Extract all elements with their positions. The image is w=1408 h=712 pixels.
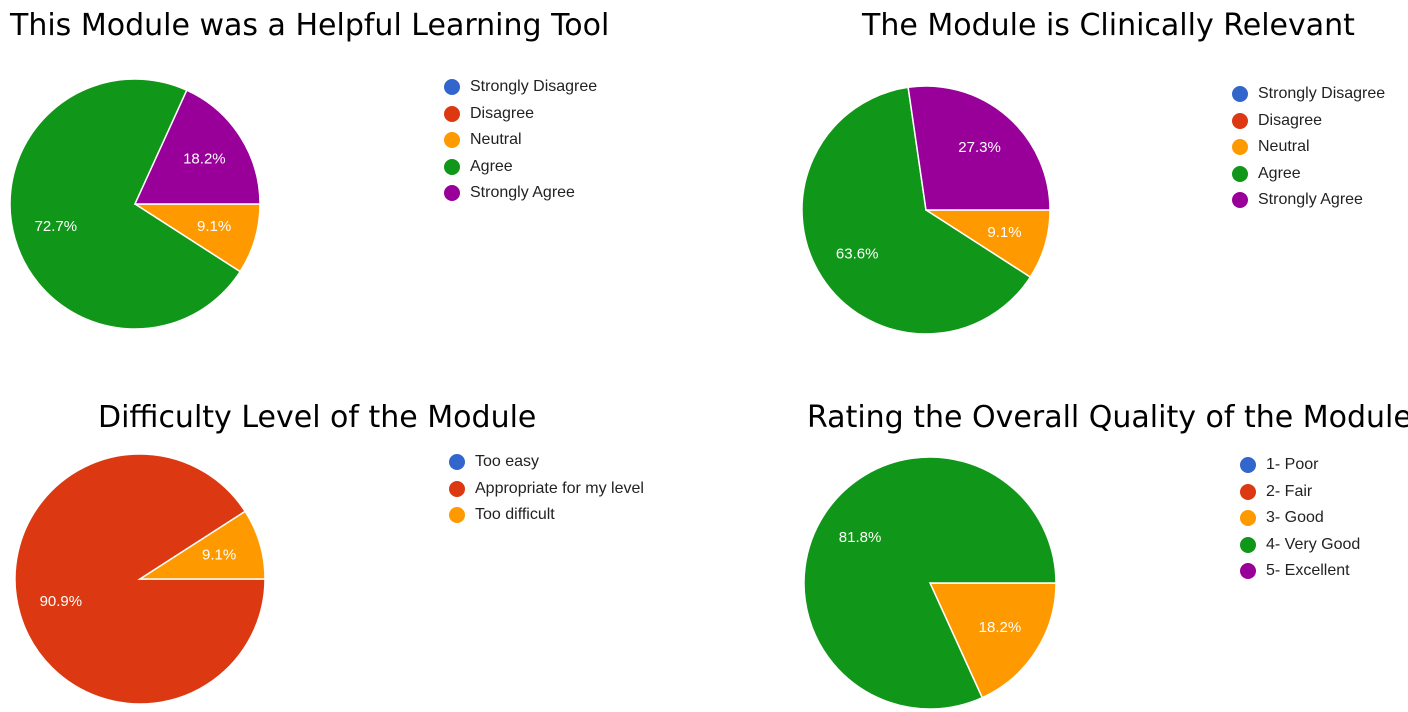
slice-label-agree: 72.7% xyxy=(35,218,78,235)
legend-swatch xyxy=(444,79,460,96)
legend-label: 4- Very Good xyxy=(1266,535,1361,553)
slice-label-agree: 63.6% xyxy=(836,245,879,262)
legend-item-5-excellent: 5- Excellent xyxy=(1240,558,1360,585)
legend-label: Strongly Agree xyxy=(1258,191,1363,209)
slice-label-4-very-good: 81.8% xyxy=(839,529,882,546)
legend-label: Disagree xyxy=(1258,111,1323,129)
chart-legend: Strongly Disagree Disagree Neutral Agree Str… xyxy=(444,74,597,207)
pie-chart: 18.2% 81.8% xyxy=(803,456,1057,710)
legend-swatch xyxy=(444,185,460,202)
legend-swatch xyxy=(449,480,465,497)
legend-swatch xyxy=(1232,112,1248,129)
pie-slice-strongly-agree xyxy=(907,85,1051,211)
legend-item-strongly-disagree: Strongly Disagree xyxy=(444,74,597,101)
slice-label-neutral: 9.1% xyxy=(197,218,231,235)
slice-label-neutral: 9.1% xyxy=(987,224,1021,241)
legend-label: Strongly Disagree xyxy=(470,78,598,96)
chart-overall-quality: Rating the Overall Quality of the Module… xyxy=(704,356,1408,712)
legend-label: Too easy xyxy=(475,453,540,471)
legend-label: Agree xyxy=(470,157,513,175)
legend-item-strongly-agree: Strongly Agree xyxy=(444,180,597,207)
legend-swatch xyxy=(1232,165,1248,182)
legend-swatch xyxy=(449,454,465,471)
chart-helpful-learning-tool: This Module was a Helpful Learning Tool … xyxy=(0,0,704,356)
legend-label: 2- Fair xyxy=(1266,482,1313,500)
legend-item-neutral: Neutral xyxy=(444,127,597,154)
legend-item-disagree: Disagree xyxy=(1232,108,1385,135)
legend-swatch xyxy=(1232,86,1248,103)
slice-label-too-difficult: 9.1% xyxy=(202,547,236,564)
chart-title: Rating the Overall Quality of the Module xyxy=(807,400,1408,435)
chart-legend: Strongly Disagree Disagree Neutral Agree Str… xyxy=(1232,81,1385,214)
pie-slice-agree xyxy=(9,78,242,330)
legend-swatch xyxy=(1232,192,1248,209)
legend-label: 5- Excellent xyxy=(1266,562,1350,580)
legend-item-4-very-good: 4- Very Good xyxy=(1240,532,1360,559)
legend-item-strongly-agree: Strongly Agree xyxy=(1232,187,1385,214)
legend-item-strongly-disagree: Strongly Disagree xyxy=(1232,81,1385,108)
chart-legend: Too easy Appropriate for my level Too diff… xyxy=(449,449,644,529)
legend-label: Strongly Agree xyxy=(470,184,575,202)
legend-label: 1- Poor xyxy=(1266,456,1319,474)
slice-label-3-good: 18.2% xyxy=(979,619,1022,636)
legend-item-neutral: Neutral xyxy=(1232,134,1385,161)
legend-swatch xyxy=(1240,536,1256,553)
legend-label: Strongly Disagree xyxy=(1258,85,1386,103)
legend-label: Agree xyxy=(1258,164,1301,182)
legend-label: Too difficult xyxy=(475,506,555,524)
pie-slice-too-difficult xyxy=(137,510,266,580)
chart-legend: 1- Poor 2- Fair 3- Good 4- Very Good 5- Exce… xyxy=(1240,452,1360,585)
legend-item-3-good: 3- Good xyxy=(1240,505,1360,532)
chart-title: The Module is Clinically Relevant xyxy=(862,8,1355,43)
legend-item-too-difficult: Too difficult xyxy=(449,502,644,529)
legend-item-too-easy: Too easy xyxy=(449,449,644,476)
legend-item-appropriate-for-my-level: Appropriate for my level xyxy=(449,476,644,503)
legend-swatch xyxy=(1240,457,1256,474)
legend-label: Appropriate for my level xyxy=(475,479,644,497)
chart-title: This Module was a Helpful Learning Tool xyxy=(10,8,610,43)
legend-swatch xyxy=(444,158,460,175)
chart-clinically-relevant: The Module is Clinically Relevant 9.1% 63… xyxy=(704,0,1408,356)
chart-title: Difficulty Level of the Module xyxy=(98,400,537,435)
legend-label: Neutral xyxy=(1258,138,1310,156)
legend-label: 3- Good xyxy=(1266,509,1324,527)
legend-label: Neutral xyxy=(470,131,522,149)
pie-slice-3-good xyxy=(928,582,1057,699)
legend-swatch xyxy=(1240,510,1256,527)
legend-swatch xyxy=(1232,139,1248,156)
slice-label-appropriate-for-my-level: 90.9% xyxy=(40,593,83,610)
legend-item-disagree: Disagree xyxy=(444,101,597,128)
pie-slice-strongly-agree xyxy=(133,89,261,205)
legend-swatch xyxy=(1240,483,1256,500)
pie-slice-agree xyxy=(801,86,1032,335)
pie-chart: 9.1% 63.6% 27.3% xyxy=(801,85,1051,335)
legend-swatch xyxy=(444,105,460,122)
legend-swatch xyxy=(449,507,465,524)
legend-item-agree: Agree xyxy=(444,154,597,181)
pie-chart: 9.1% 72.7% 18.2% xyxy=(9,78,261,330)
legend-swatch xyxy=(444,132,460,149)
legend-item-1-poor: 1- Poor xyxy=(1240,452,1360,479)
legend-item-2-fair: 2- Fair xyxy=(1240,479,1360,506)
legend-swatch xyxy=(1240,563,1256,580)
chart-difficulty-level: Difficulty Level of the Module 90.9% 9.1%… xyxy=(0,356,704,712)
pie-chart: 90.9% 9.1% xyxy=(14,453,266,705)
pie-slice-4-very-good xyxy=(803,456,1057,710)
legend-item-agree: Agree xyxy=(1232,161,1385,188)
legend-label: Disagree xyxy=(470,104,535,122)
slice-label-strongly-agree: 18.2% xyxy=(183,150,226,167)
slice-label-strongly-agree: 27.3% xyxy=(958,139,1001,156)
